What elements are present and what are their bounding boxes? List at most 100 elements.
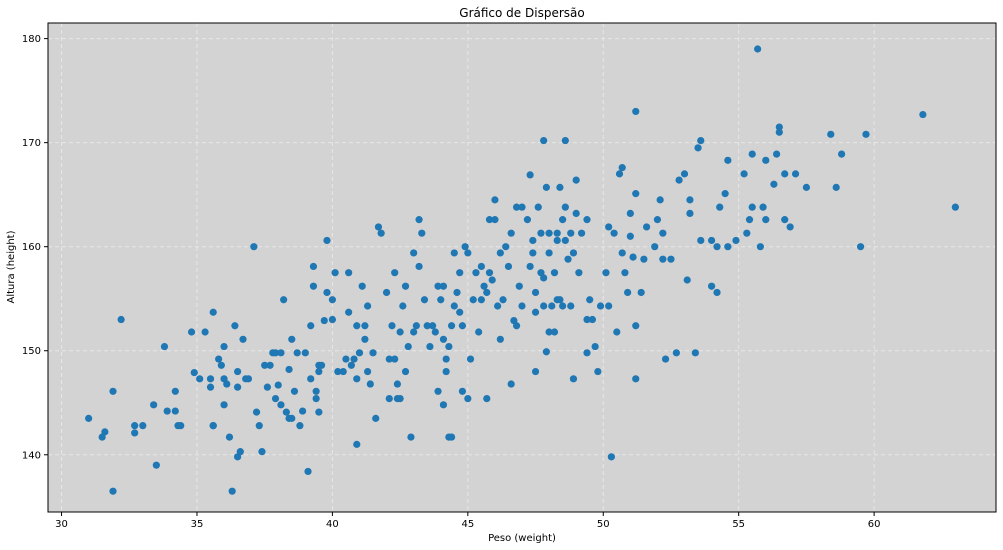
data-point xyxy=(642,223,651,231)
data-point xyxy=(464,249,472,257)
data-point xyxy=(312,394,320,403)
data-point xyxy=(412,322,420,330)
data-point xyxy=(458,387,467,395)
data-point xyxy=(610,229,618,237)
data-point xyxy=(534,203,542,211)
data-point xyxy=(312,387,320,395)
data-point xyxy=(353,322,361,330)
data-points xyxy=(85,45,959,495)
data-point xyxy=(410,328,418,336)
data-point xyxy=(366,380,374,388)
data-point xyxy=(575,269,583,277)
data-point xyxy=(323,236,331,245)
y-tick-label: 140 xyxy=(22,450,41,461)
data-point xyxy=(477,262,485,271)
data-point xyxy=(469,296,477,304)
data-point xyxy=(716,203,724,211)
data-point xyxy=(754,45,762,53)
data-point xyxy=(407,433,415,441)
data-point xyxy=(458,322,467,330)
data-point xyxy=(307,375,315,383)
grid-lines xyxy=(48,23,996,512)
data-point xyxy=(480,282,488,290)
data-point xyxy=(556,183,564,191)
data-point xyxy=(488,276,496,284)
data-point xyxy=(656,196,664,204)
data-point xyxy=(529,236,537,245)
data-point xyxy=(334,367,342,376)
data-point xyxy=(659,229,667,237)
data-point xyxy=(255,422,263,430)
data-point xyxy=(439,401,448,409)
data-point xyxy=(512,203,521,211)
data-point xyxy=(296,422,304,430)
data-point xyxy=(447,322,456,330)
data-point xyxy=(675,176,683,184)
data-point xyxy=(624,288,632,297)
axis-ticks: 30 35 40 45 50 55 60 140 150 160 170 180 xyxy=(22,34,881,530)
data-point xyxy=(485,269,494,277)
data-point xyxy=(426,342,434,351)
x-tick-label: 55 xyxy=(732,519,745,530)
data-point xyxy=(708,282,716,290)
y-tick-label: 170 xyxy=(22,138,41,149)
data-point xyxy=(472,269,480,277)
data-point xyxy=(512,322,521,330)
data-point xyxy=(577,229,586,237)
data-point xyxy=(447,433,456,441)
data-point xyxy=(150,401,158,409)
data-point xyxy=(420,296,429,304)
data-point xyxy=(464,394,472,403)
data-point xyxy=(621,269,629,277)
data-point xyxy=(234,367,242,376)
data-point xyxy=(775,123,783,131)
data-point xyxy=(271,349,280,357)
data-point xyxy=(762,156,770,164)
data-point xyxy=(653,216,662,224)
data-point xyxy=(293,349,301,357)
data-point xyxy=(724,156,732,164)
x-tick-label: 30 xyxy=(55,519,68,530)
data-point xyxy=(456,308,464,316)
data-point xyxy=(651,243,659,251)
data-point xyxy=(569,249,578,257)
data-point xyxy=(439,335,448,343)
data-point xyxy=(377,229,385,237)
data-point xyxy=(491,216,499,224)
data-point xyxy=(280,296,288,304)
data-point xyxy=(171,407,179,415)
data-point xyxy=(277,401,285,409)
data-point xyxy=(215,355,223,363)
data-point xyxy=(345,269,353,277)
data-point xyxy=(496,335,504,343)
data-point xyxy=(466,355,475,363)
data-point xyxy=(518,302,526,310)
data-point xyxy=(740,170,748,178)
data-point xyxy=(694,144,702,152)
data-point xyxy=(101,428,109,436)
y-axis-label: Altura (height) xyxy=(6,230,17,303)
data-point xyxy=(475,328,483,336)
data-point xyxy=(131,429,139,437)
data-point xyxy=(572,209,580,217)
data-point xyxy=(550,328,559,336)
data-point xyxy=(209,422,217,430)
data-point xyxy=(626,209,634,217)
data-point xyxy=(396,328,404,336)
data-point xyxy=(317,361,326,369)
data-point xyxy=(605,223,613,231)
plot-frame xyxy=(47,22,997,513)
data-point xyxy=(697,236,705,245)
data-point xyxy=(364,367,372,376)
data-point xyxy=(550,269,559,277)
data-point xyxy=(637,288,645,297)
data-point xyxy=(523,216,532,224)
data-point xyxy=(353,375,361,383)
data-point xyxy=(206,383,215,391)
data-point xyxy=(263,383,271,391)
data-point xyxy=(163,407,171,415)
data-point xyxy=(328,296,336,304)
data-point xyxy=(491,196,499,204)
data-point xyxy=(507,229,515,237)
x-axis-label: Peso (weight) xyxy=(488,533,556,544)
